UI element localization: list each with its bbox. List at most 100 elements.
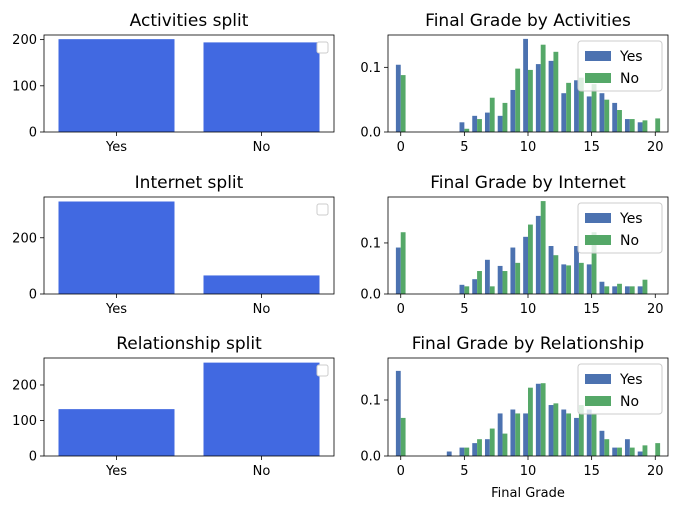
axes-frame (387, 357, 669, 457)
empty-legend-box (316, 203, 329, 216)
y-tick-label: 100 (12, 79, 37, 94)
bar-no-grade-15 (591, 232, 597, 294)
bar-no-grade-5 (464, 447, 470, 456)
x-tick-label: Yes (105, 464, 127, 479)
bar-no-grade-9 (515, 413, 521, 456)
bar-yes-grade-13 (561, 264, 567, 294)
bar-no-grade-17 (617, 110, 622, 132)
bar-yes-grade-5 (459, 284, 465, 294)
y-tick-label: 100 (12, 414, 37, 429)
bar-yes-grade-10 (523, 413, 528, 456)
y-tick-label: 0.0 (360, 288, 381, 303)
empty-legend-box (316, 41, 329, 54)
bar-no-grade-13 (566, 413, 572, 456)
legend-label-no: No (620, 233, 639, 249)
bar-yes-grade-10 (523, 236, 528, 294)
bar-yes-grade-18 (624, 286, 630, 294)
chart-panel-right-top: Final Grade by Activities 0 5 10 15 20 0.0 0.1 Y… (360, 11, 669, 155)
bar-no-grade-16 (604, 99, 610, 132)
axes-frame (387, 34, 669, 133)
bar-yes-grade-13 (561, 409, 567, 456)
x-tick-label: 0 (397, 302, 405, 317)
x-tick-label: 0 (397, 140, 405, 155)
x-tick-label: 10 (520, 302, 537, 317)
legend-label-yes: Yes (619, 211, 643, 227)
bar-no-grade-11 (540, 383, 546, 456)
bar-no-grade-9 (515, 68, 521, 132)
bar-yes-grade-19 (637, 451, 643, 456)
legend-swatch-yes (585, 213, 611, 223)
legend-swatch-no (585, 235, 611, 245)
bar-no-grade-7 (489, 286, 495, 294)
x-tick-label: 20 (647, 464, 664, 479)
bar-no-grade-16 (604, 439, 610, 456)
bar-yes-grade-5 (459, 447, 465, 456)
bar-no-grade-15 (591, 84, 597, 132)
x-tick-label: 15 (583, 302, 600, 317)
legend-label-yes: Yes (619, 372, 643, 388)
bar-yes-grade-10 (523, 38, 528, 132)
bar-no-grade-8 (502, 102, 508, 132)
bar-yes-grade-8 (497, 265, 503, 294)
x-tick-label: 5 (460, 302, 468, 317)
bar-no-grade-14 (578, 405, 584, 456)
bar-no-grade-19 (642, 445, 648, 456)
y-tick-label: 0.1 (360, 394, 381, 409)
bar-yes-grade-18 (624, 439, 630, 456)
bar-yes-grade-14 (574, 80, 579, 132)
bar-no-grade-7 (489, 428, 495, 456)
bar-no-grade-12 (553, 51, 559, 132)
bar-yes-grade-17 (612, 447, 618, 456)
x-tick-label: No (253, 140, 271, 155)
bar-no-grade-0 (400, 417, 406, 456)
x-tick-label: Yes (105, 302, 127, 317)
y-tick-label: 0 (29, 288, 37, 303)
bar-no-grade-10 (528, 387, 533, 456)
chart-panel-left-top: Activities split Yes No 0 100 200 (12, 11, 335, 155)
axes-frame (43, 196, 335, 295)
bar-yes-grade-17 (612, 286, 618, 294)
bar-yes-grade-4 (446, 451, 452, 456)
chart-title: Relationship split (116, 334, 262, 354)
bar-yes-grade-19 (637, 122, 643, 132)
bar-yes-grade-12 (548, 246, 554, 294)
x-tick-label: 15 (583, 140, 600, 155)
bar-no-grade-13 (566, 265, 572, 294)
y-tick-label: 0 (29, 450, 37, 465)
y-tick-label: 200 (12, 231, 37, 246)
chart-panel-right-bottom: Final Grade by Relationship 0 5 10 15 20 Final… (360, 334, 669, 501)
axes-frame (43, 357, 335, 457)
chart-title: Internet split (135, 173, 244, 193)
bar-yes-grade-9 (510, 89, 516, 132)
bar-no-grade-18 (629, 447, 635, 456)
x-axis-label: Final Grade (491, 486, 565, 501)
bar-no-grade-0 (400, 75, 406, 132)
legend-swatch-no (585, 73, 611, 83)
bar-yes-grade-15 (586, 409, 592, 456)
bar-yes-grade-17 (612, 102, 618, 132)
chart-panel-right-middle: Final Grade by Internet 0 5 10 15 20 0.0 0.1 Yes… (360, 173, 669, 317)
bar-no-grade-5 (464, 128, 470, 132)
bar-yes-grade-0 (395, 370, 401, 456)
bar-yes (58, 409, 175, 456)
bar-no-grade-12 (553, 255, 559, 294)
x-tick-label: 10 (520, 140, 537, 155)
bar-yes-grade-6 (472, 443, 478, 456)
bar-yes-grade-13 (561, 93, 567, 132)
chart-title: Final Grade by Relationship (412, 334, 644, 354)
legend-swatch-no (585, 396, 611, 406)
bar-yes-grade-11 (535, 383, 541, 456)
bar-yes-grade-6 (472, 279, 478, 294)
legend-label-no: No (620, 394, 639, 410)
x-tick-label: 5 (460, 464, 468, 479)
x-tick-label: 20 (647, 302, 664, 317)
bar-yes-grade-7 (484, 112, 490, 132)
x-tick-label: No (253, 464, 271, 479)
bar-no-grade-7 (489, 97, 495, 132)
bar-yes-grade-18 (624, 119, 630, 132)
bar-yes-grade-14 (574, 246, 579, 294)
bar-no-grade-14 (578, 262, 584, 294)
bar-no-grade-17 (617, 447, 622, 456)
bar-no-grade-10 (528, 69, 533, 132)
